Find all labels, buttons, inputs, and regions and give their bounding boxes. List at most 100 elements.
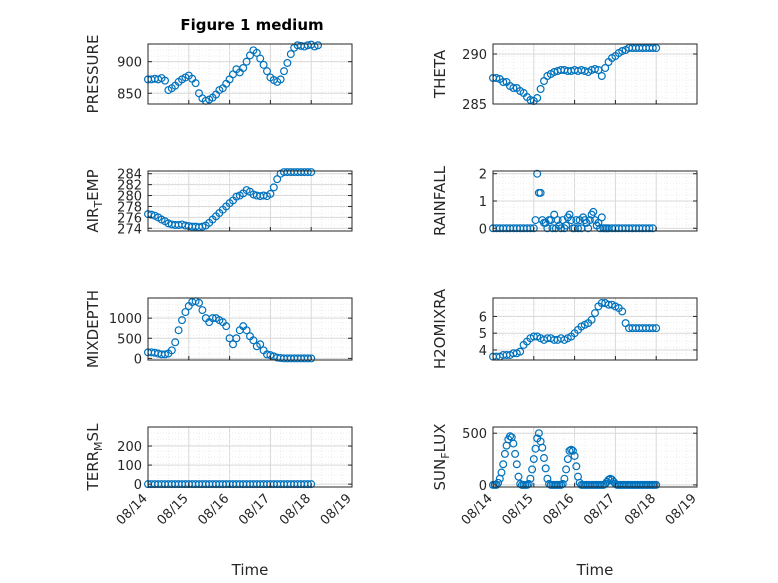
air_temp-point <box>198 222 207 231</box>
h2omixra-point <box>648 324 657 333</box>
sun_flux-point <box>568 446 577 455</box>
mixdepth-ytick-label: 0 <box>134 352 142 367</box>
sun_flux-point <box>506 432 515 441</box>
theta-axes-box <box>492 43 698 105</box>
terr_msl-xtick-label: 08/18 <box>277 491 314 528</box>
sun_flux-point <box>556 480 565 489</box>
h2omixra-point <box>590 309 599 318</box>
terr_msl-xtick-label: 08/17 <box>236 491 273 528</box>
theta-point <box>509 83 518 92</box>
sun_flux-point <box>528 465 537 474</box>
pressure-point <box>191 79 200 88</box>
mixdepth-point <box>167 346 176 355</box>
air_temp-ytick-label: 278 <box>117 200 142 215</box>
air_temp-ylabel: AIRTEMP <box>84 169 105 232</box>
sun_flux-xtick-label: 08/15 <box>500 491 537 528</box>
sun_flux-point <box>539 454 548 463</box>
h2omixra-point <box>618 307 627 316</box>
air_temp-point <box>269 183 278 192</box>
h2omixra-point <box>516 347 525 356</box>
sun_flux-xtick-label: 08/19 <box>663 491 700 528</box>
mixdepth-point <box>256 340 265 349</box>
sun_flux-point <box>570 451 579 460</box>
air_temp-ytick-label: 284 <box>117 168 142 183</box>
mixdepth-ytick-label: 500 <box>117 332 142 347</box>
air_temp-axes-box <box>147 170 353 232</box>
sun_flux-point <box>563 455 572 464</box>
theta-ylabel: THETA <box>431 49 449 99</box>
terr_msl-ytick-label: 200 <box>117 440 142 455</box>
air_temp-point <box>303 168 312 177</box>
panel-sun_flux: 0 500 08/14 08/15 08/16 08/17 08/18 08/19 SUNFLU… <box>431 424 700 579</box>
sun_flux-ylabel: SUNFLUX <box>431 424 452 491</box>
sun_flux-xtick-label: 08/17 <box>581 491 618 528</box>
sun_flux-point <box>526 474 535 483</box>
air_temp-ytick-label: 280 <box>117 190 142 205</box>
sun_flux-point <box>529 455 538 464</box>
theta-ytick-label: 290 <box>462 48 487 63</box>
pressure-point <box>314 41 323 50</box>
theta-point <box>648 43 657 52</box>
pressure-ylabel: PRESSURE <box>84 35 102 114</box>
panel-rainfall: 0 1 2 RAINFALL <box>431 165 698 237</box>
sun_flux-xlabel: Time <box>576 561 614 579</box>
mixdepth-point <box>178 316 187 325</box>
pressure-point <box>276 75 285 84</box>
sun_flux-point <box>543 474 552 483</box>
terr_msl-xlabel: Time <box>231 561 269 579</box>
terr_msl-point <box>307 480 316 489</box>
h2omixra-axes-box <box>492 297 698 361</box>
pressure-point <box>259 60 268 69</box>
h2omixra-point <box>652 324 661 333</box>
rainfall-point <box>562 221 571 230</box>
rainfall-point <box>533 169 542 178</box>
air_temp-ytick-label: 274 <box>117 222 142 237</box>
rainfall-ylabel: RAINFALL <box>431 165 449 236</box>
h2omixra-ytick-label: 4 <box>479 344 487 359</box>
air_temp-ytick-label: 276 <box>117 211 142 226</box>
theta-point <box>533 93 542 102</box>
mixdepth-point <box>195 298 204 307</box>
h2omixra-ytick-label: 6 <box>479 310 487 325</box>
panel-mixdepth: 0 500 1000 MIXDEPTH <box>84 290 353 368</box>
air_temp-point <box>266 189 275 198</box>
rainfall-point <box>548 224 557 233</box>
sun_flux-ytick-label: 500 <box>462 427 487 442</box>
rainfall-ytick-label: 0 <box>479 222 487 237</box>
terr_msl-xtick-label: 08/15 <box>155 491 192 528</box>
pressure-ytick-label: 900 <box>117 56 142 71</box>
rainfall-point <box>584 224 593 233</box>
sun_flux-point <box>541 464 550 473</box>
theta-point <box>597 71 606 80</box>
theta-ytick-label: 285 <box>462 98 487 113</box>
mixdepth-point <box>161 350 170 359</box>
pressure-point <box>256 54 265 63</box>
air_temp-ytick-label: 282 <box>117 179 142 194</box>
air_temp-point <box>232 192 241 201</box>
pressure-point <box>263 67 272 76</box>
pressure-axes-box <box>147 43 353 105</box>
mixdepth-point <box>307 354 316 363</box>
h2omixra-ytick-label: 5 <box>479 327 487 342</box>
pressure-point <box>283 58 292 67</box>
sun_flux-point <box>509 439 518 448</box>
mixdepth-point <box>232 334 241 343</box>
terr_msl-xtick-label: 08/16 <box>195 491 232 528</box>
mixdepth-point <box>174 326 183 335</box>
sun_flux-point <box>538 443 547 452</box>
terr_msl-ytick-label: 100 <box>117 459 142 474</box>
theta-point <box>590 64 599 73</box>
pressure-point <box>280 67 289 76</box>
mixdepth-axes-box <box>147 297 353 361</box>
pressure-point <box>252 48 261 57</box>
rainfall-point <box>536 188 545 197</box>
panel-theta: 285 290 THETA <box>431 43 698 113</box>
figure-title: Figure 1 medium <box>180 16 323 34</box>
pressure-ytick-label: 850 <box>117 87 142 102</box>
rainfall-point <box>645 224 654 233</box>
rainfall-point <box>553 216 562 225</box>
mixdepth-point <box>222 322 231 331</box>
pressure-point <box>286 50 295 59</box>
sun_flux-point <box>560 474 569 483</box>
